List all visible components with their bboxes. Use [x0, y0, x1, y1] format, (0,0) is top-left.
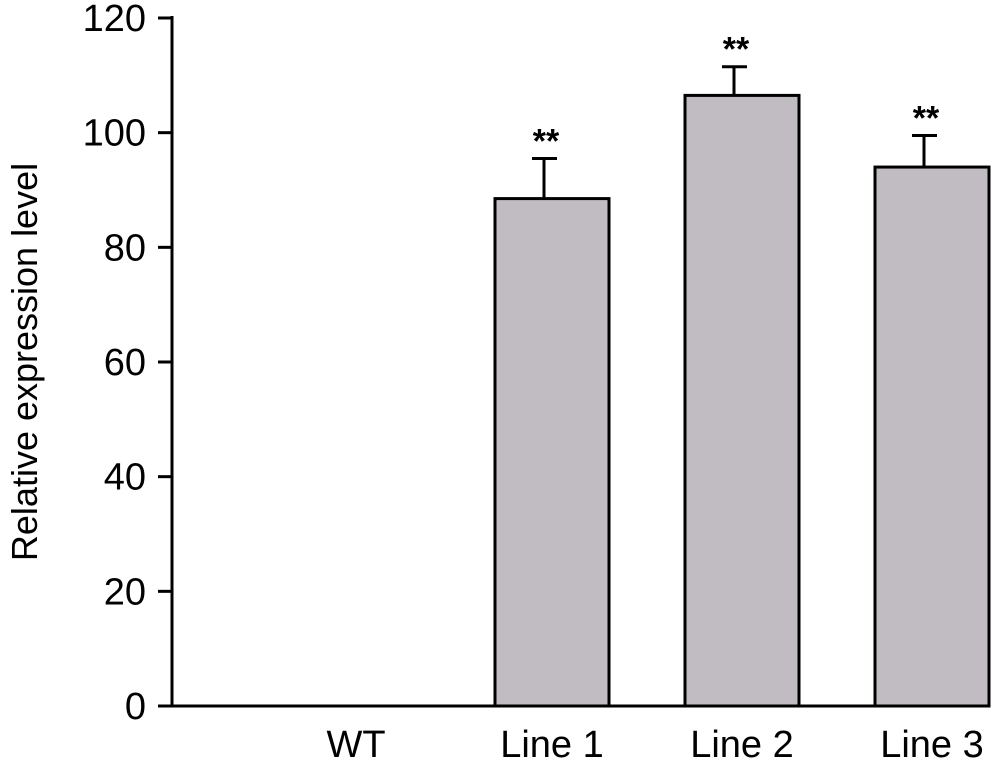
x-category-label: WT	[326, 724, 385, 763]
x-axis-category-labels: WT Line 1 Line 2 Line 3	[326, 724, 983, 763]
significance-label: **	[533, 122, 560, 160]
significance-label: **	[723, 31, 750, 69]
bar	[683, 93, 801, 708]
y-tick-label: 80	[104, 227, 146, 269]
y-tick-label: 60	[104, 342, 146, 384]
y-tick-label: 100	[83, 113, 146, 155]
y-tick-label: 20	[104, 571, 146, 613]
error-bars	[532, 65, 937, 199]
y-tick-label: 40	[104, 457, 146, 499]
bars	[493, 93, 991, 708]
significance-labels: ** ** **	[533, 31, 940, 161]
y-tick-label: 120	[83, 0, 146, 40]
y-tick-label: 0	[125, 686, 146, 728]
y-axis-ticks: 0 20 40 60 80 100 120	[83, 0, 172, 728]
bar	[873, 165, 991, 708]
x-category-label: Line 2	[690, 724, 794, 763]
significance-label: **	[913, 100, 940, 138]
x-category-label: Line 3	[880, 724, 984, 763]
x-category-label: Line 1	[500, 724, 604, 763]
y-axis-label: Relative expression level	[4, 163, 45, 561]
bar	[493, 197, 611, 708]
